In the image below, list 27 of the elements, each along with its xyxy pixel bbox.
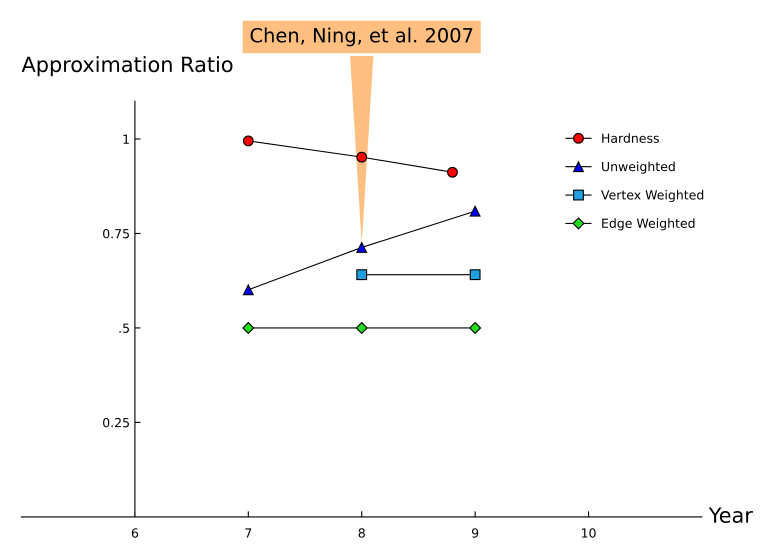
- annotation: Chen, Ning, et al. 2007: [250, 28, 472, 46]
- point: [356, 322, 368, 334]
- y-tick-label: .5: [119, 324, 129, 333]
- x-tick-label: 8: [358, 528, 365, 538]
- y-axis-title: Approximation Ratio: [22, 56, 232, 76]
- point: [470, 206, 481, 217]
- y-tick-label: 0.75: [103, 228, 129, 238]
- x-tick-label: 7: [245, 528, 252, 538]
- point: [242, 322, 254, 334]
- point: [447, 166, 458, 178]
- point: [469, 322, 482, 334]
- y-tick-label: 1: [123, 134, 129, 144]
- point: [356, 152, 368, 163]
- x-tick-label: 10: [582, 528, 596, 538]
- legend-label: Edge Weighted: [602, 218, 694, 230]
- legend-label: Unweighted: [602, 162, 675, 174]
- x-tick-label: 6: [132, 528, 138, 538]
- legend-label: Hardness: [602, 133, 659, 143]
- point: [356, 242, 368, 253]
- y-tick-label: 0.25: [103, 418, 129, 428]
- x-tick-label: 9: [472, 528, 478, 538]
- legend-label: Vertex Weighted: [601, 190, 704, 202]
- point: [242, 135, 254, 146]
- point: [242, 284, 254, 296]
- point: [470, 269, 481, 280]
- x-axis-title: Year: [708, 507, 753, 523]
- point: [356, 269, 368, 280]
